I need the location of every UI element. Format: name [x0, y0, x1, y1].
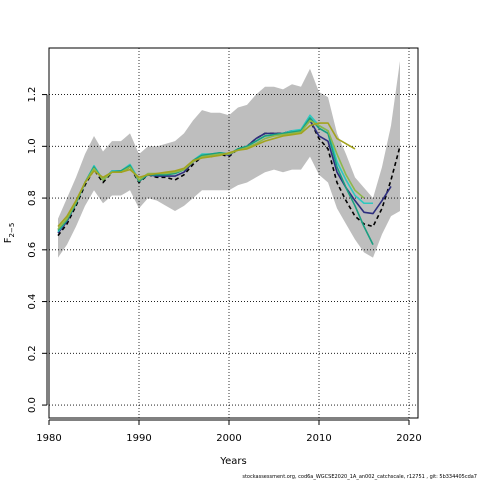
y-axis-title-subscript: 2−5 — [8, 223, 16, 238]
x-axis: 1980 1990 2000 2010 2020 — [36, 419, 422, 444]
footnote: stockassessment.org, cod6a_WGCSE2020_1A_… — [242, 474, 477, 480]
x-tick-label: 1980 — [36, 433, 61, 444]
plot-frame — [48, 47, 419, 419]
y-tick-label: 0.6 — [27, 242, 38, 258]
x-tick-label: 2010 — [306, 433, 331, 444]
y-tick-label: 0.0 — [27, 397, 38, 413]
series-layer — [57, 114, 401, 245]
series-line-6 — [57, 122, 356, 228]
y-tick-label: 1.0 — [27, 138, 38, 154]
y-axis: 0.0 0.2 0.4 0.6 0.8 1.0 1.2 — [27, 87, 48, 413]
x-axis-title: Years — [219, 456, 246, 467]
x-tick-label: 2020 — [396, 433, 421, 444]
y-axis-title-main: F — [3, 237, 14, 243]
y-tick-label: 0.2 — [27, 345, 38, 361]
x-tick-label: 1990 — [126, 433, 151, 444]
y-axis-title: F2−5 — [3, 223, 16, 244]
y-tick-label: 1.2 — [27, 87, 38, 103]
x-tick-label: 2000 — [216, 433, 241, 444]
y-tick-label: 0.8 — [27, 190, 38, 206]
y-tick-label: 0.4 — [27, 294, 38, 310]
